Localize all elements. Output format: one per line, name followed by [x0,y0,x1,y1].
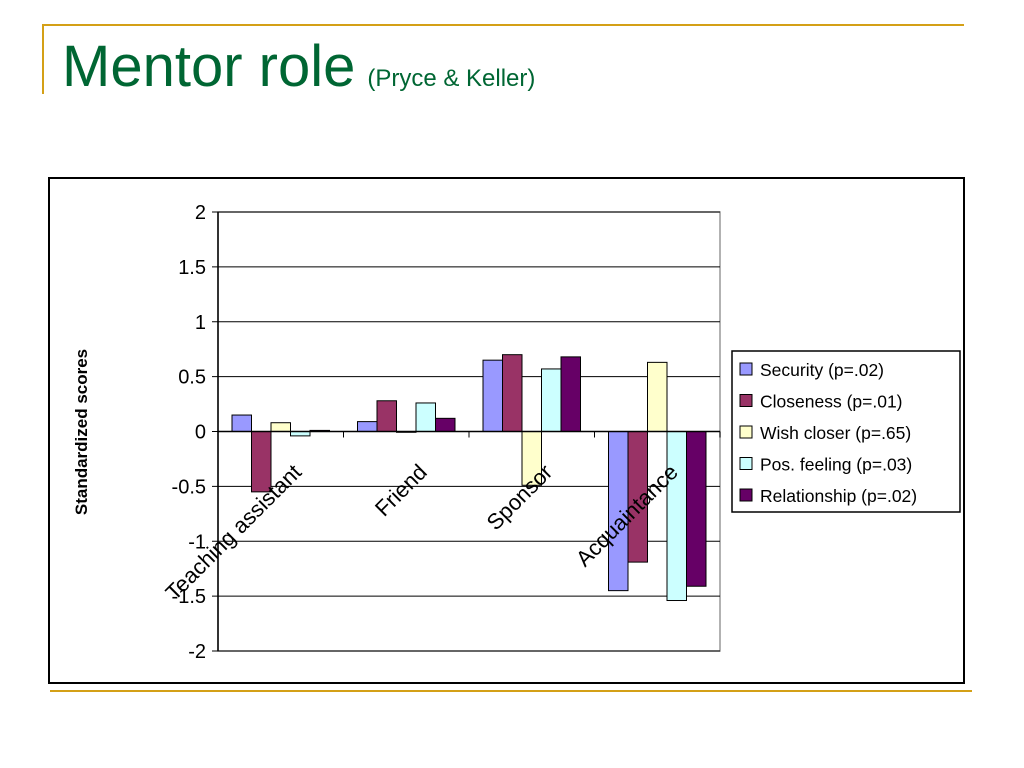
bar [435,417,456,432]
y-tick-label: 0 [195,422,206,444]
bar [231,414,252,433]
bar [415,402,436,432]
legend-label: Wish closer (p=.65) [760,423,911,443]
left-accent-rule [42,24,44,94]
slide-title: Mentor role (Pryce & Keller) [62,38,535,96]
legend-label: Closeness (p=.01) [760,392,903,412]
bar [560,356,581,432]
bar [357,421,378,432]
legend-label: Security (p=.02) [760,360,884,380]
title-main: Mentor role [62,34,356,99]
bar [686,431,707,587]
legend-swatch [739,488,753,502]
bar [376,400,397,432]
y-tick-label: 1 [195,312,206,334]
y-tick-label: 2 [195,202,206,224]
bar [482,359,503,433]
y-tick-label: 0.5 [178,367,206,389]
legend-label: Relationship (p=.02) [760,486,917,506]
bar [270,422,291,433]
legend-swatch [739,362,753,376]
bar [647,361,668,433]
legend-swatch [739,394,753,407]
y-tick-label: -2 [188,641,206,663]
legend-swatch [739,457,753,470]
legend-swatch [739,425,753,439]
y-tick-label: -1 [188,531,206,553]
bar [502,354,523,432]
top-rule [42,24,964,26]
title-subtitle: (Pryce & Keller) [367,65,536,92]
chart-frame [48,177,965,684]
y-axis-title: Standardized scores [72,349,91,515]
legend-label: Pos. feeling (p=.03) [760,455,912,475]
legend-box [731,350,961,513]
bar [666,431,687,602]
y-tick-label: 1.5 [178,257,206,279]
bar [541,368,562,433]
bottom-rule [50,690,972,692]
y-tick-label: -0.5 [172,476,206,498]
y-tick-label: -1.5 [172,586,206,608]
